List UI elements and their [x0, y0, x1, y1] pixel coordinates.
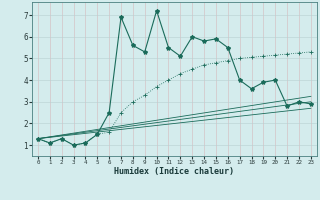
X-axis label: Humidex (Indice chaleur): Humidex (Indice chaleur) — [115, 167, 234, 176]
